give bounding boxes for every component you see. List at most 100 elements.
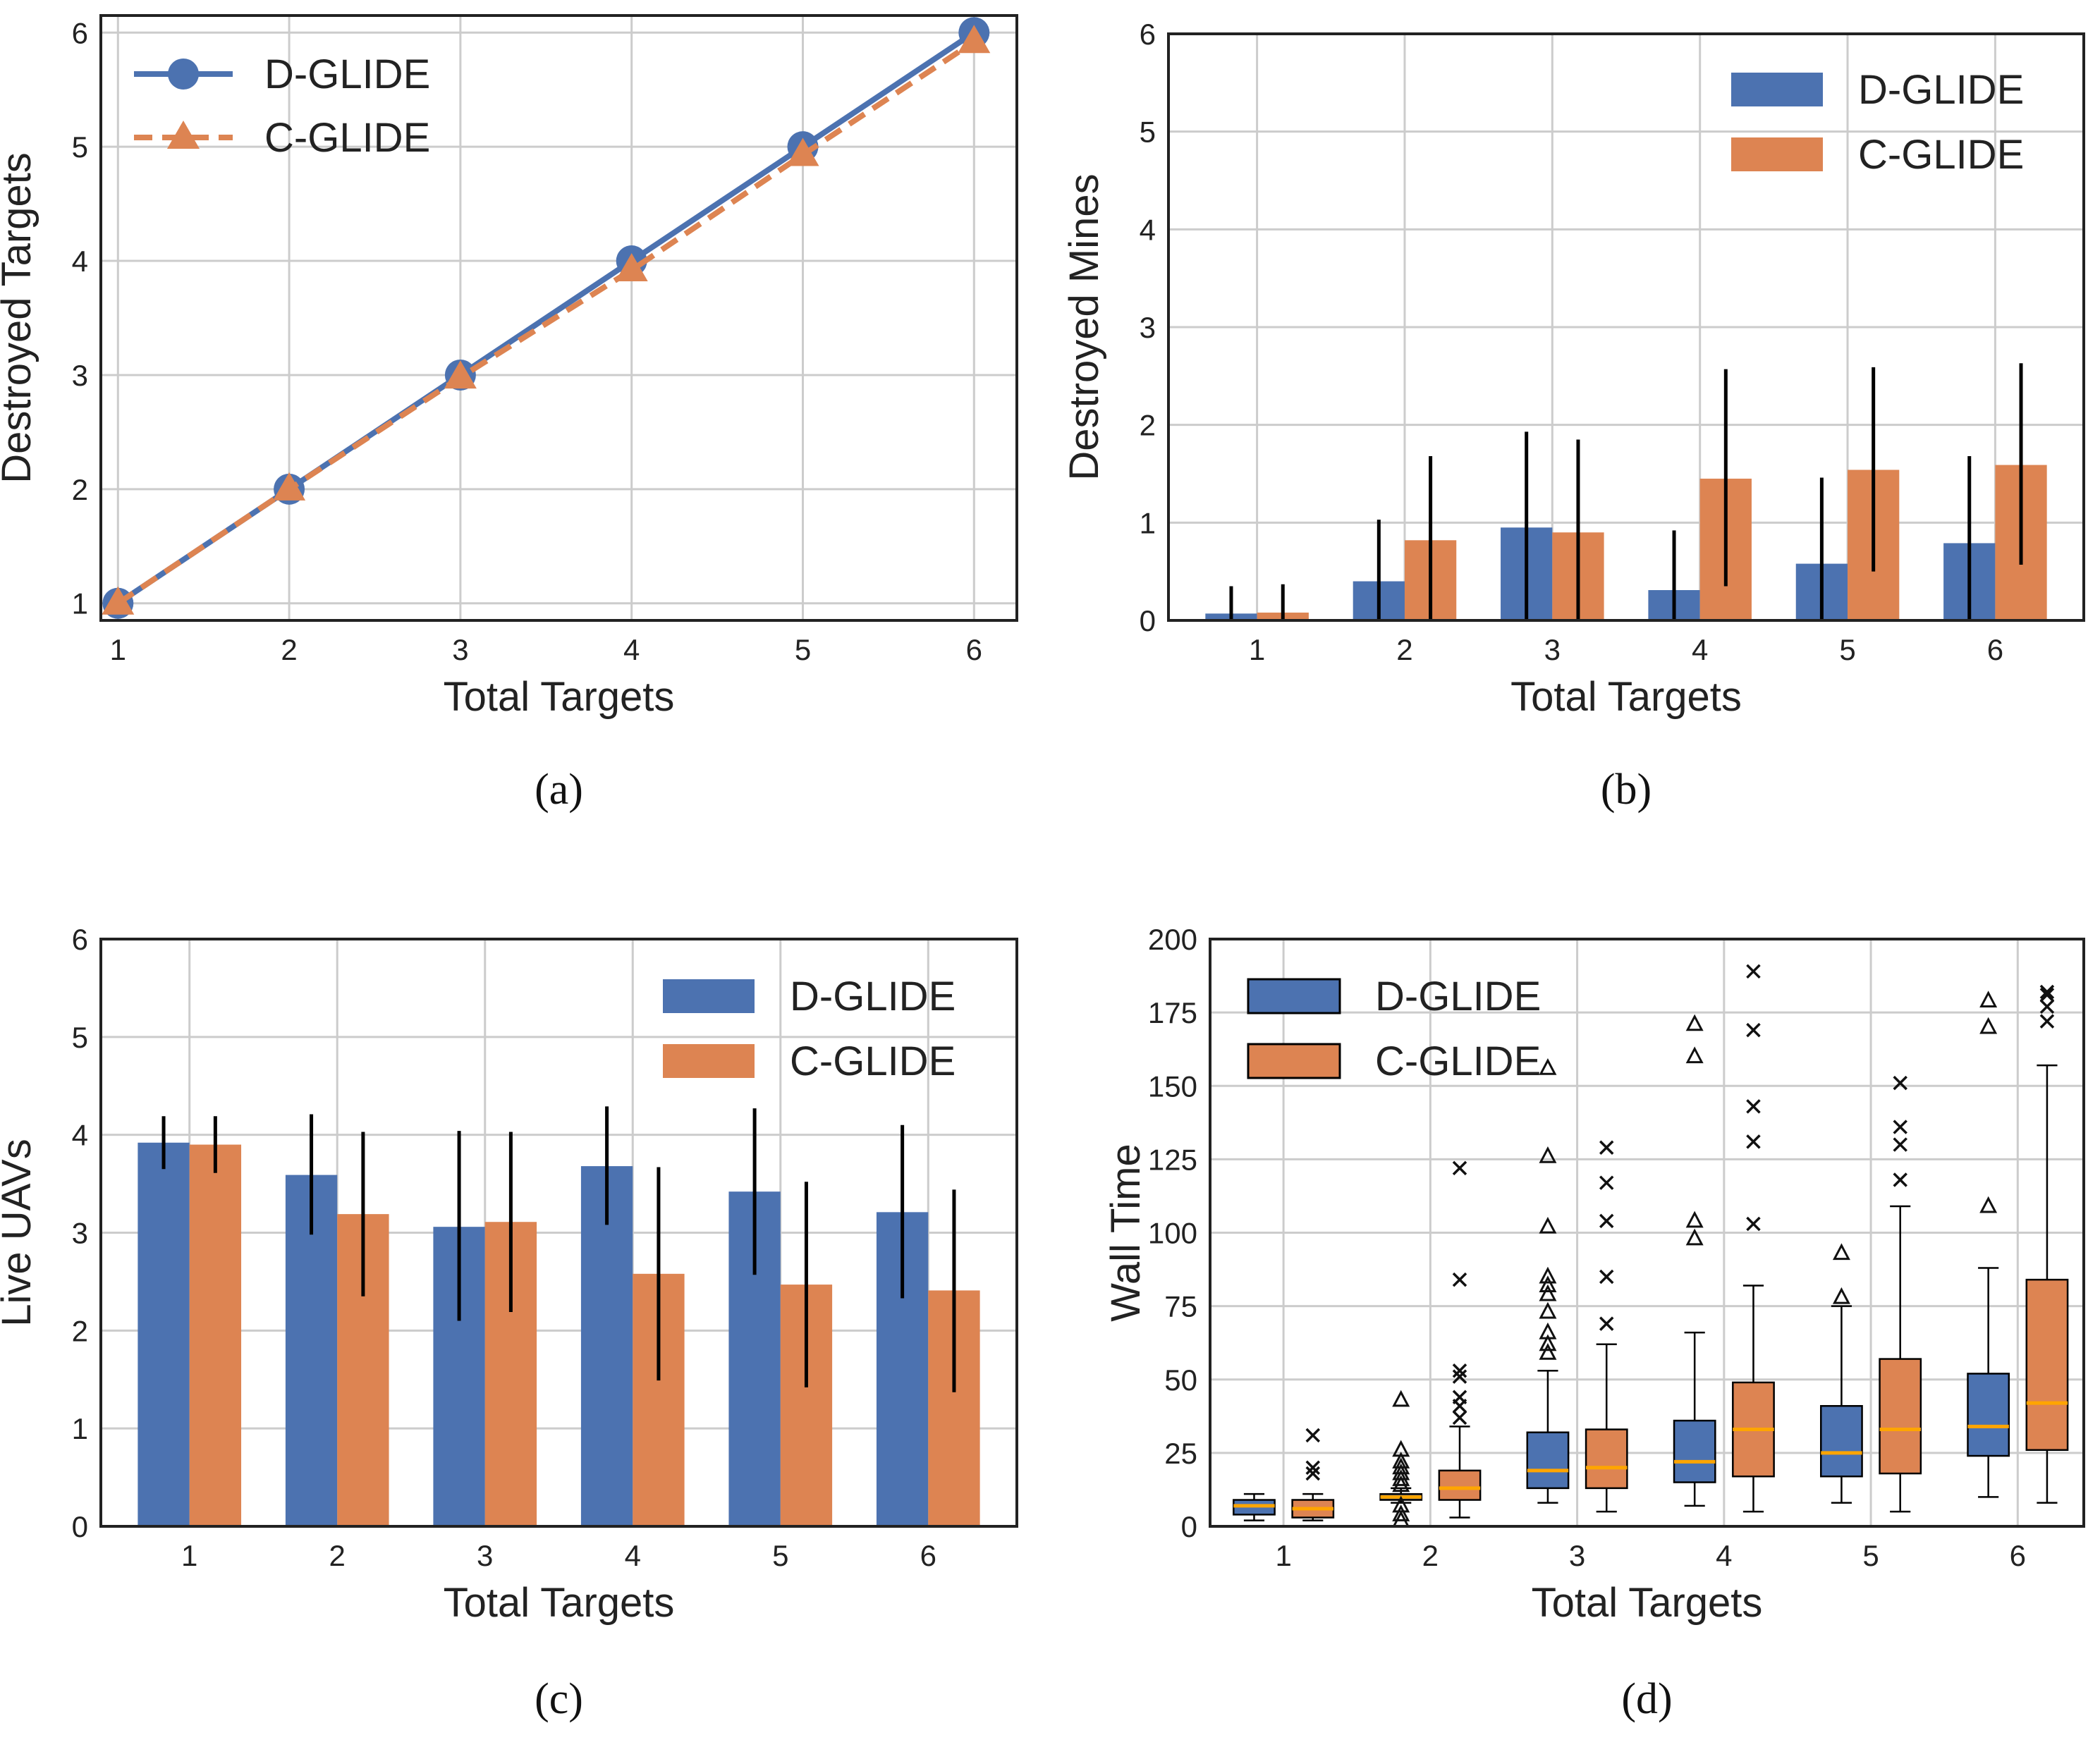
- d-y-axis-label: Wall Time: [1103, 1144, 1149, 1321]
- d-flier-cglide: [1599, 1316, 1614, 1331]
- d-flier-cglide: [1305, 1428, 1320, 1443]
- d-legend-swatch: [1247, 978, 1341, 1015]
- b-plot-frame: [1167, 32, 2085, 622]
- a-x-axis-label: Total Targets: [444, 674, 675, 720]
- b-x-tick-label: 1: [1249, 633, 1265, 666]
- a-point-cglide: [615, 253, 648, 282]
- d-flier-cglide: [1746, 1216, 1761, 1232]
- d-flier-cglide: [2039, 984, 2055, 1000]
- d-flier-dglide: [1539, 1266, 1557, 1284]
- d-flier-cglide: [1893, 1075, 1907, 1091]
- c-bar-dglide: [580, 1166, 633, 1526]
- panel-d-wall-time: 1 2 3 4 5 6 0 25 50 75 100 125 150 175 200 Total Target…: [1103, 923, 2085, 1723]
- panel-a-destroyed-targets: 1 2 3 4 5 6 1 2 3 4 5 6 Total Targets Destroyed Targe…: [0, 14, 1018, 814]
- d-flier-dglide: [1392, 1452, 1410, 1469]
- d-flier-dglide: [1832, 1243, 1850, 1261]
- d-flier-cglide: [1452, 1272, 1467, 1287]
- b-x-tick-label: 5: [1839, 633, 1855, 666]
- b-legend-label: D-GLIDE: [1858, 67, 2024, 113]
- d-flier-dglide: [1685, 1210, 1704, 1228]
- d-box-cglide: [1585, 1428, 1628, 1490]
- d-flier-cglide: [1893, 1172, 1907, 1187]
- c-legend-swatch: [663, 1044, 755, 1078]
- a-x-tick-label: 4: [623, 633, 640, 666]
- d-flier-dglide: [1539, 1334, 1557, 1351]
- c-legend-label: D-GLIDE: [790, 974, 956, 1019]
- d-flier-cglide: [1746, 1134, 1761, 1149]
- a-point-cglide: [958, 25, 991, 54]
- a-x-tick-label: 3: [452, 633, 468, 666]
- a-x-tick-label: 1: [110, 633, 126, 666]
- a-x-tick-label: 2: [281, 633, 297, 666]
- d-y-tick-label: 0: [1181, 1510, 1197, 1543]
- a-point-cglide: [273, 472, 306, 501]
- c-y-tick-label: 6: [72, 923, 88, 956]
- d-flier-dglide: [1685, 1228, 1704, 1246]
- d-flier-dglide: [1539, 1216, 1557, 1234]
- c-bar-cglide: [189, 1144, 242, 1526]
- d-flier-cglide: [1452, 1410, 1467, 1426]
- d-legend-swatch: [1247, 1043, 1341, 1079]
- b-legend-label: C-GLIDE: [1858, 132, 2024, 178]
- d-flier-cglide: [1746, 1099, 1761, 1114]
- d-flier-cglide: [1893, 1137, 1907, 1152]
- d-x-tick-label: 3: [1569, 1539, 1585, 1572]
- d-x-tick-label: 1: [1275, 1539, 1291, 1572]
- d-flier-dglide: [1539, 1301, 1557, 1319]
- d-x-tick-label: 6: [2010, 1539, 2026, 1572]
- b-caption: (b): [1601, 766, 1652, 814]
- d-box-cglide: [2025, 1278, 2069, 1451]
- d-flier-cglide: [2039, 987, 2055, 1003]
- d-flier-dglide: [1979, 991, 1998, 1007]
- d-flier-cglide: [1746, 1022, 1761, 1038]
- b-x-tick-label: 2: [1396, 633, 1412, 666]
- d-flier-cglide: [2039, 999, 2055, 1015]
- d-flier-cglide: [2039, 1014, 2055, 1029]
- d-flier-cglide: [1452, 1390, 1467, 1404]
- d-x-tick-label: 5: [1862, 1539, 1879, 1572]
- b-y-tick-label: 3: [1140, 311, 1156, 344]
- d-y-tick-label: 75: [1164, 1290, 1197, 1323]
- b-x-axis-label: Total Targets: [1510, 674, 1742, 720]
- d-flier-dglide: [1539, 1322, 1557, 1340]
- c-y-tick-label: 2: [72, 1314, 88, 1347]
- d-legend-label: D-GLIDE: [1375, 974, 1541, 1019]
- b-x-tick-label: 4: [1692, 633, 1708, 666]
- d-flier-cglide: [1452, 1160, 1467, 1176]
- d-x-tick-label: 4: [1716, 1539, 1732, 1572]
- c-x-tick-label: 6: [920, 1539, 936, 1572]
- d-flier-dglide: [1392, 1440, 1410, 1457]
- d-flier-cglide: [1599, 1213, 1614, 1229]
- c-x-tick-label: 5: [772, 1539, 788, 1572]
- d-flier-dglide: [1392, 1504, 1410, 1521]
- d-plot-frame: [1209, 938, 2085, 1528]
- panel-b-destroyed-mines: 1 2 3 4 5 6 0 1 2 3 4 5 6 Total Targets Destroyed Mine…: [1061, 18, 2085, 814]
- b-legend-swatch: [1731, 137, 1823, 171]
- a-series-line-1: [116, 39, 976, 606]
- a-plot-frame: [99, 14, 1018, 622]
- a-legend-label: D-GLIDE: [264, 51, 430, 97]
- c-bar-dglide: [138, 1142, 190, 1526]
- a-legend-label: C-GLIDE: [264, 115, 430, 161]
- b-y-tick-label: 6: [1140, 18, 1156, 51]
- b-y-tick-label: 5: [1140, 116, 1156, 149]
- b-x-tick-label: 6: [1987, 633, 2003, 666]
- a-caption: (a): [535, 766, 583, 814]
- d-flier-dglide: [1685, 1014, 1704, 1031]
- c-plot-frame: [99, 938, 1018, 1528]
- d-flier-cglide: [1746, 964, 1761, 979]
- a-point-cglide: [102, 586, 135, 615]
- d-x-axis-label: Total Targets: [1532, 1580, 1763, 1626]
- b-y-axis-label: Destroyed Mines: [1061, 173, 1107, 480]
- a-y-tick-label: 2: [72, 473, 88, 506]
- c-y-tick-label: 1: [72, 1412, 88, 1445]
- b-y-tick-label: 2: [1140, 409, 1156, 442]
- d-flier-cglide: [1305, 1466, 1320, 1481]
- b-x-tick-label: 3: [1544, 633, 1561, 666]
- b-y-tick-label: 0: [1140, 604, 1156, 637]
- c-legend-label: C-GLIDE: [790, 1038, 956, 1084]
- d-flier-dglide: [1539, 1058, 1557, 1075]
- d-box-dglide: [1526, 1431, 1570, 1490]
- b-legend-swatch: [1731, 73, 1823, 106]
- d-flier-cglide: [1599, 1140, 1614, 1155]
